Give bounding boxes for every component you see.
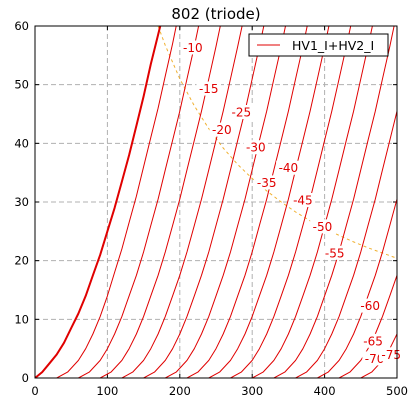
- legend-entry-label: HV1_I+HV2_I: [292, 38, 374, 53]
- x-tick-label: 100: [96, 384, 118, 398]
- curve-label-bg: [357, 298, 383, 313]
- y-tick-label: 50: [14, 78, 29, 92]
- y-tick-label: 10: [14, 312, 29, 326]
- x-tick-label: 300: [241, 384, 263, 398]
- plot-layer: [35, 26, 397, 378]
- curve-label: -45: [293, 194, 313, 208]
- series-line-grid-neg65: [317, 198, 397, 378]
- x-tick-label: 400: [314, 384, 336, 398]
- y-tick-label: 60: [14, 19, 29, 33]
- series-line-grid-neg45: [230, 26, 352, 378]
- curve-label: -15: [199, 82, 219, 96]
- series-line-grid-neg50: [251, 26, 373, 378]
- y-tick-label: 0: [22, 371, 29, 385]
- curve-label: -25: [232, 106, 252, 120]
- curve-label-bg: [276, 160, 301, 175]
- tick-layer: 0 100 200 300 400 500 0 10 20 30 40 50 60: [14, 19, 408, 398]
- curve-label: -20: [212, 123, 232, 137]
- series-line-grid-neg25: [143, 26, 265, 378]
- curve-label-bg: [209, 122, 235, 137]
- curve-label-bg: [360, 333, 386, 348]
- x-tick-label: 200: [169, 384, 191, 398]
- y-tick-label: 40: [14, 136, 29, 150]
- y-tick-label: 20: [14, 254, 29, 268]
- curve-label-bg: [243, 140, 269, 155]
- chart-title: 802 (triode): [171, 5, 260, 23]
- legend-box: [248, 33, 389, 57]
- plot-frame: [34, 25, 398, 379]
- x-tick-label: 0: [31, 384, 38, 398]
- series-line-grid-neg35: [186, 26, 308, 378]
- curve-label: -60: [360, 299, 380, 313]
- curve-label: -35: [257, 176, 277, 190]
- curve-label-bg: [254, 175, 279, 190]
- curve-label-bg: [196, 81, 222, 96]
- series-line-grid-neg60: [295, 110, 397, 378]
- series-line-grid-neg30: [165, 26, 286, 378]
- curve-label: -55: [325, 246, 345, 260]
- curve-label-bg: [310, 219, 335, 234]
- curve-label: -65: [363, 334, 383, 348]
- x-tick-label: 500: [386, 384, 408, 398]
- curve-label-bg: [322, 245, 347, 260]
- legend: HV1_I+HV2_I: [248, 33, 389, 57]
- curve-label: -50: [313, 220, 333, 234]
- series-line-grid-0: [35, 26, 162, 378]
- curve-label-bg: [180, 40, 206, 55]
- curve-label: -10: [183, 41, 203, 55]
- curve-label: -40: [279, 161, 299, 175]
- series-line-grid-neg5: [56, 26, 177, 378]
- y-tick-label: 30: [14, 195, 29, 209]
- curve-label: -30: [246, 141, 266, 155]
- curve-label: -75: [381, 348, 401, 362]
- series-line-grid-neg20: [121, 26, 243, 378]
- curve-label-bg: [229, 105, 254, 119]
- series-line-grid-neg10: [78, 26, 200, 378]
- grid-layer: [35, 26, 397, 378]
- curve-label-bg: [290, 193, 316, 207]
- series-line-grid-neg40: [208, 26, 330, 378]
- series-line-grid-neg15: [99, 26, 221, 378]
- curve-label-layer: -10-15-20-25-30-35-40-45-50-55-60-65-70-…: [180, 40, 404, 366]
